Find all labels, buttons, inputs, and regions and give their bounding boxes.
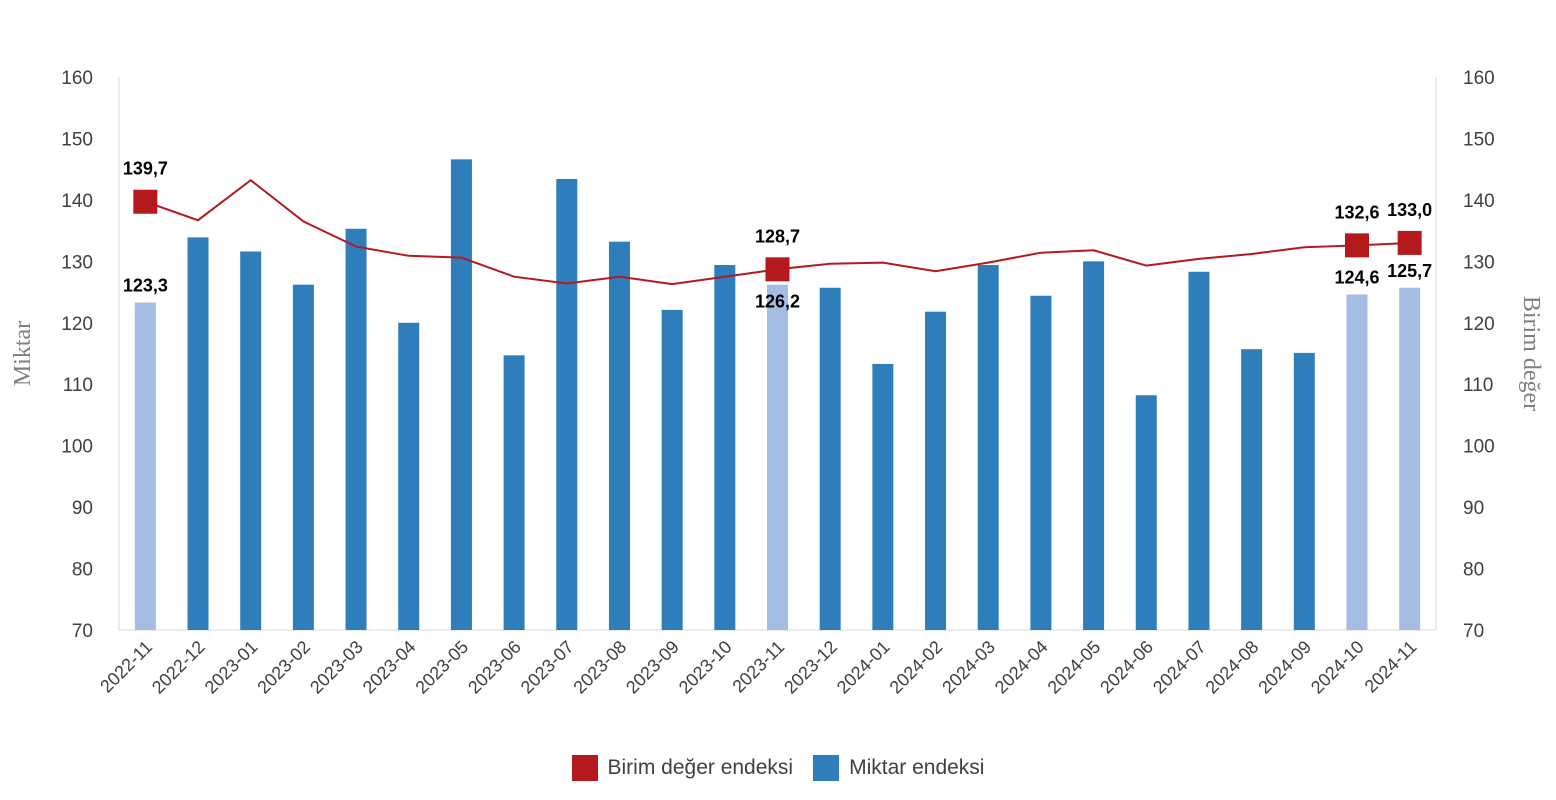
bar bbox=[977, 265, 999, 630]
left-axis-title: Miktar bbox=[10, 321, 36, 386]
data-label: 132,6 bbox=[1334, 202, 1379, 222]
x-tick-label: 2023-04 bbox=[359, 637, 420, 698]
data-label: 124,6 bbox=[1334, 268, 1379, 288]
bar bbox=[661, 309, 683, 630]
bar bbox=[292, 284, 314, 630]
x-tick-label: 2023-03 bbox=[306, 637, 367, 698]
line-marker bbox=[1397, 230, 1422, 255]
right-tick-label: 110 bbox=[1463, 375, 1493, 396]
bar bbox=[134, 302, 156, 630]
x-tick-label: 2024-06 bbox=[1096, 637, 1157, 698]
x-tick-label: 2024-10 bbox=[1307, 637, 1368, 698]
x-tick-label: 2024-11 bbox=[1361, 637, 1421, 697]
x-tick-label: 2022-12 bbox=[148, 637, 209, 698]
bar bbox=[1241, 349, 1263, 630]
right-tick-label: 150 bbox=[1463, 129, 1495, 150]
legend-swatch-miktar bbox=[813, 755, 840, 781]
x-tick-label: 2023-06 bbox=[464, 637, 525, 698]
right-tick-label: 160 bbox=[1463, 68, 1495, 89]
legend-item-birim-deger: Birim değer endeksi bbox=[571, 755, 794, 781]
right-tick-label: 80 bbox=[1463, 560, 1484, 581]
left-tick-label: 130 bbox=[61, 252, 93, 273]
x-tick-label: 2024-07 bbox=[1149, 637, 1210, 698]
data-label: 123,3 bbox=[123, 276, 168, 296]
line-series-birim-deger bbox=[133, 178, 1422, 286]
bar bbox=[556, 178, 578, 630]
legend-item-miktar: Miktar endeksi bbox=[813, 755, 984, 781]
data-label: 139,7 bbox=[123, 159, 168, 179]
x-tick-label: 2023-07 bbox=[517, 637, 578, 698]
left-tick-label: 80 bbox=[72, 560, 93, 581]
x-tick-label: 2023-08 bbox=[569, 637, 630, 698]
bar bbox=[767, 284, 788, 630]
legend-swatch-birim-deger bbox=[571, 755, 598, 781]
line-marker bbox=[765, 257, 790, 282]
right-tick-label: 120 bbox=[1463, 314, 1495, 335]
left-tick-label: 100 bbox=[61, 437, 93, 458]
right-y-axis: 70 80 90 100 110 120 130 140 150 160 bbox=[1435, 68, 1495, 642]
left-tick-label: 120 bbox=[61, 314, 93, 335]
bar bbox=[714, 265, 736, 630]
bar-series-miktar bbox=[134, 159, 1421, 631]
bar bbox=[1293, 352, 1315, 630]
legend: Birim değer endeksi Miktar endeksi bbox=[0, 752, 1556, 784]
left-tick-label: 150 bbox=[61, 129, 93, 150]
bar bbox=[450, 159, 472, 630]
bar bbox=[608, 241, 630, 630]
x-tick-label: 2022-11 bbox=[96, 637, 156, 697]
right-tick-label: 90 bbox=[1463, 498, 1484, 519]
left-tick-label: 70 bbox=[72, 621, 93, 642]
left-tick-label: 140 bbox=[61, 191, 93, 212]
right-tick-label: 130 bbox=[1463, 252, 1495, 273]
line-marker bbox=[1344, 233, 1369, 258]
legend-label-birim-deger: Birim değer endeksi bbox=[607, 756, 794, 779]
data-label: 128,7 bbox=[755, 226, 800, 246]
bar bbox=[1399, 287, 1421, 630]
bar bbox=[1135, 395, 1157, 630]
bar bbox=[872, 363, 894, 630]
left-y-axis: 70 80 90 100 110 120 130 140 150 160 bbox=[61, 68, 120, 642]
bar bbox=[503, 355, 525, 630]
legend-label-miktar: Miktar endeksi bbox=[849, 756, 985, 779]
bar bbox=[398, 322, 420, 630]
bar bbox=[345, 228, 367, 631]
bar bbox=[819, 287, 841, 630]
bar bbox=[1346, 294, 1368, 630]
right-axis-title: Birim değer bbox=[1518, 296, 1544, 411]
left-tick-label: 90 bbox=[72, 498, 93, 519]
left-tick-label: 110 bbox=[63, 375, 93, 396]
bar bbox=[187, 237, 209, 630]
data-label: 133,0 bbox=[1387, 200, 1432, 220]
x-axis: 2022-112022-122023-012023-022023-032023-… bbox=[96, 629, 1436, 698]
bar bbox=[1083, 261, 1105, 630]
data-label: 125,7 bbox=[1387, 261, 1432, 281]
x-tick-label: 2024-08 bbox=[1202, 637, 1263, 698]
x-tick-label: 2023-02 bbox=[253, 637, 314, 698]
x-tick-label: 2023-10 bbox=[675, 637, 736, 698]
x-tick-label: 2024-03 bbox=[938, 637, 999, 698]
data-labels: 139,7 123,3 128,7 126,2 132,6 124,6 133,0 125,7 bbox=[123, 159, 1432, 312]
bar bbox=[1188, 271, 1210, 630]
x-tick-label: 2024-09 bbox=[1254, 637, 1315, 698]
x-tick-label: 2024-01 bbox=[833, 637, 894, 698]
bar bbox=[240, 251, 262, 630]
right-tick-label: 100 bbox=[1463, 437, 1495, 458]
bar bbox=[1030, 295, 1052, 630]
bar bbox=[925, 311, 947, 630]
x-tick-label: 2023-11 bbox=[728, 637, 788, 697]
x-tick-label: 2023-01 bbox=[201, 637, 262, 698]
x-tick-label: 2024-02 bbox=[886, 637, 947, 698]
right-tick-label: 70 bbox=[1463, 621, 1484, 642]
x-tick-label: 2024-05 bbox=[1044, 637, 1105, 698]
x-tick-label: 2023-09 bbox=[622, 637, 683, 698]
x-tick-label: 2024-04 bbox=[991, 637, 1052, 698]
left-tick-label: 160 bbox=[61, 68, 93, 89]
right-tick-label: 140 bbox=[1463, 191, 1495, 212]
data-label: 126,2 bbox=[755, 292, 800, 312]
x-tick-label: 2023-05 bbox=[411, 637, 472, 698]
x-tick-label: 2023-12 bbox=[780, 637, 841, 698]
line-marker bbox=[133, 189, 158, 214]
